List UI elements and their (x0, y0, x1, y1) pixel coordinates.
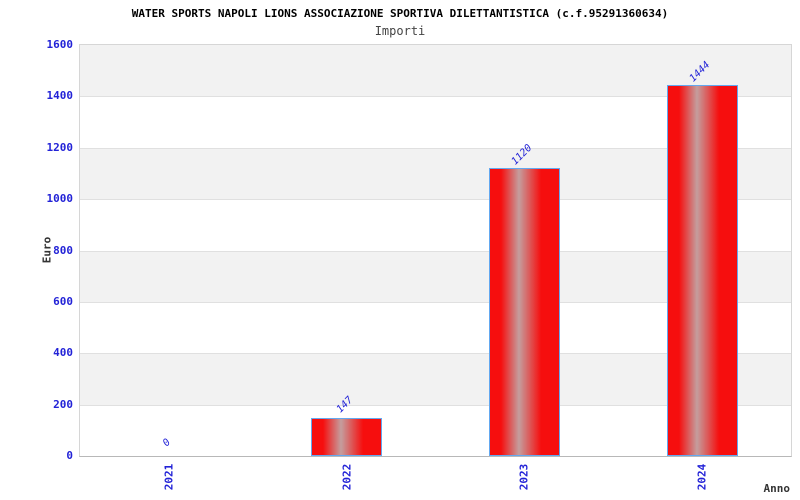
x-tick-label: 2021 (162, 463, 176, 491)
x-axis-title: Anno (763, 482, 791, 495)
plot-area (79, 44, 792, 457)
gridline (80, 251, 791, 252)
bar (667, 85, 738, 456)
chart-subtitle: Importi (374, 24, 426, 38)
y-tick-label: 600 (53, 295, 73, 308)
chart-title: WATER SPORTS NAPOLI LIONS ASSOCIAZIONE S… (131, 7, 669, 20)
y-tick-label: 800 (53, 244, 73, 257)
bar (311, 418, 382, 456)
y-tick-label: 0 (66, 449, 73, 462)
y-tick-label: 1000 (46, 192, 74, 205)
y-tick-label: 1400 (46, 89, 74, 102)
y-axis-title: Euro (40, 236, 54, 264)
bar (489, 168, 560, 456)
gridline (80, 302, 791, 303)
x-tick-label: 2023 (517, 463, 531, 491)
gridline (80, 96, 791, 97)
y-tick-label: 1600 (46, 38, 74, 51)
gridline (80, 148, 791, 149)
x-tick-label: 2022 (340, 463, 354, 491)
y-tick-label: 1200 (46, 141, 74, 154)
gridline (80, 353, 791, 354)
y-tick-label: 200 (53, 398, 73, 411)
x-tick-label: 2024 (695, 463, 709, 491)
y-tick-label: 400 (53, 346, 73, 359)
gridline (80, 199, 791, 200)
gridline (80, 405, 791, 406)
